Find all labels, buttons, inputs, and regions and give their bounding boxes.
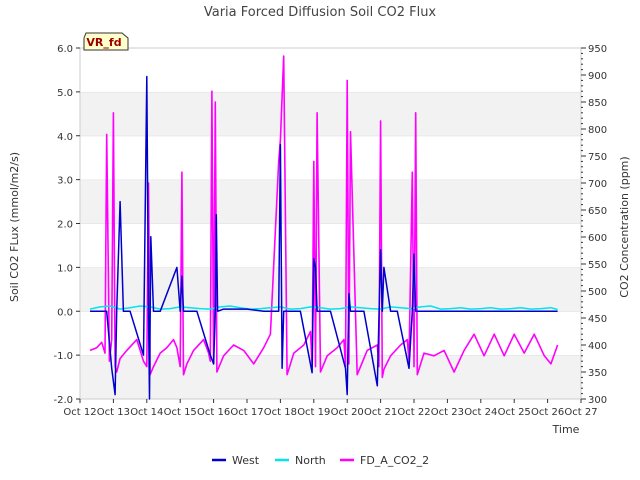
plot-lines bbox=[89, 55, 559, 400]
grid-band bbox=[80, 91, 581, 136]
right-tick-label: 950 bbox=[588, 44, 607, 55]
chart-title: Varia Forced Diffusion Soil CO2 Flux bbox=[204, 5, 437, 20]
right-tick-label: 400 bbox=[588, 341, 607, 352]
x-tick-label: Oct 21 bbox=[364, 407, 397, 418]
right-tick-label: 800 bbox=[588, 125, 607, 136]
left-tick-label: -1.0 bbox=[53, 351, 73, 362]
x-tick-label: Oct 26 bbox=[531, 407, 564, 418]
right-tick-label: 700 bbox=[588, 179, 607, 190]
right-tick-label: 500 bbox=[588, 287, 607, 298]
x-tick-label: Oct 14 bbox=[130, 407, 163, 418]
x-tick-label: Oct 16 bbox=[197, 407, 230, 418]
grid-bands bbox=[80, 47, 581, 399]
x-tick-label: Oct 20 bbox=[331, 407, 364, 418]
x-tick-label: Oct 25 bbox=[498, 407, 531, 418]
x-tick-label: Oct 27 bbox=[564, 407, 597, 418]
right-axis: 300 350 400 450 500 550 600 650 700 750 800 850 900 9… bbox=[581, 44, 607, 406]
badge-label: VR_fd bbox=[86, 36, 121, 49]
left-tick-label: 2.0 bbox=[57, 220, 73, 231]
legend-label: West bbox=[232, 454, 260, 467]
x-tick-label: Oct 12 bbox=[63, 407, 96, 418]
x-tick-label: Oct 19 bbox=[297, 407, 330, 418]
right-tick-label: 450 bbox=[588, 314, 607, 325]
x-axis-label: Time bbox=[552, 423, 580, 436]
x-tick-label: Oct 15 bbox=[164, 407, 197, 418]
legend: West North FD_A_CO2_2 bbox=[212, 454, 429, 467]
badge-shape bbox=[83, 32, 129, 51]
x-tick-label: Oct 24 bbox=[464, 407, 497, 418]
series-line-west bbox=[90, 75, 558, 400]
x-tick-label: Oct 13 bbox=[97, 407, 130, 418]
right-tick-label: 650 bbox=[588, 206, 607, 217]
left-axis: -2.0 -1.0 0.0 1.0 2.0 3.0 4.0 5.0 6.0 bbox=[53, 44, 80, 406]
left-tick-label: 0.0 bbox=[57, 307, 73, 318]
right-tick-label: 900 bbox=[588, 71, 607, 82]
left-tick-label: 3.0 bbox=[57, 176, 73, 187]
left-tick-label: 1.0 bbox=[57, 263, 73, 274]
right-tick-label: 550 bbox=[588, 260, 607, 271]
y-axis-label-right: CO2 Concentration (ppm) bbox=[618, 156, 631, 297]
x-tick-label: Oct 22 bbox=[397, 407, 430, 418]
right-tick-label: 350 bbox=[588, 368, 607, 379]
right-tick-label: 850 bbox=[588, 98, 607, 109]
legend-label: FD_A_CO2_2 bbox=[360, 454, 429, 467]
y-axis-label-left: Soil CO2 FLux (mmol/m2/s) bbox=[8, 152, 21, 302]
legend-label: North bbox=[295, 454, 326, 467]
x-tick-label: Oct 17 bbox=[230, 407, 263, 418]
left-tick-label: 5.0 bbox=[57, 88, 73, 99]
x-tick-label: Oct 23 bbox=[431, 407, 464, 418]
grid-band bbox=[80, 267, 581, 312]
grid-band bbox=[80, 48, 581, 92]
grid-band bbox=[80, 311, 581, 356]
left-tick-label: 6.0 bbox=[57, 44, 73, 55]
left-tick-label: -2.0 bbox=[53, 395, 73, 406]
grid-band bbox=[80, 135, 581, 180]
right-tick-label: 300 bbox=[588, 395, 607, 406]
grid-band bbox=[80, 223, 581, 268]
x-tick-label: Oct 18 bbox=[264, 407, 297, 418]
grid-band bbox=[80, 179, 581, 224]
x-axis: Oct 12 Oct 13 Oct 14 Oct 15 Oct 16 Oct 17 Oct … bbox=[63, 399, 598, 418]
badge: VR_fd bbox=[83, 32, 129, 51]
series-line-north bbox=[89, 305, 558, 311]
right-tick-label: 750 bbox=[588, 152, 607, 163]
grid-band bbox=[80, 355, 581, 399]
right-tick-label: 600 bbox=[588, 233, 607, 244]
left-tick-label: 4.0 bbox=[57, 132, 73, 143]
